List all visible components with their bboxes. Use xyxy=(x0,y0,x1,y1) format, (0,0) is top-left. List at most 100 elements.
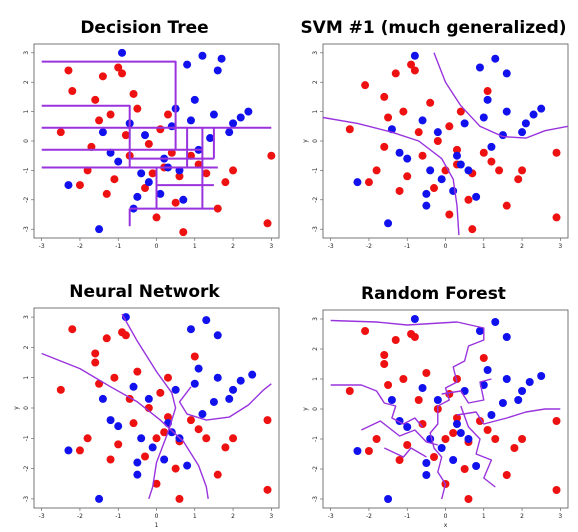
x-tick-label: 2 xyxy=(231,243,235,250)
x-tick-label: 2 xyxy=(520,513,524,520)
point-class-a xyxy=(380,360,388,368)
point-class-b xyxy=(403,155,411,163)
x-tick-label: -1 xyxy=(404,513,410,520)
point-class-b xyxy=(503,333,511,341)
point-class-a xyxy=(264,219,272,227)
point-class-b xyxy=(396,149,404,157)
point-class-a xyxy=(122,131,130,139)
point-class-b xyxy=(118,49,126,57)
point-class-b xyxy=(526,378,534,386)
point-class-a xyxy=(57,386,65,394)
point-class-a xyxy=(172,199,180,207)
point-class-a xyxy=(164,374,172,382)
point-class-a xyxy=(484,426,492,434)
point-class-a xyxy=(464,495,472,503)
x-tick-label: 3 xyxy=(269,513,273,520)
point-class-b xyxy=(183,61,191,69)
y-tick-label: -2 xyxy=(23,197,30,203)
point-class-a xyxy=(411,333,419,341)
plot-frame xyxy=(323,44,568,238)
point-class-b xyxy=(137,169,145,177)
y-tick-label: -1 xyxy=(312,436,319,442)
point-class-b xyxy=(491,318,499,326)
point-class-b xyxy=(191,380,199,388)
point-class-b xyxy=(484,96,492,104)
point-class-b xyxy=(353,447,361,455)
point-class-b xyxy=(453,420,461,428)
point-class-a xyxy=(380,93,388,101)
y-axis-label: y xyxy=(302,407,309,411)
point-class-b xyxy=(411,52,419,60)
point-class-a xyxy=(518,166,526,174)
plot-frame xyxy=(34,308,279,508)
point-class-a xyxy=(553,417,561,425)
point-class-a xyxy=(468,225,476,233)
point-class-a xyxy=(346,125,354,133)
point-class-b xyxy=(499,399,507,407)
point-class-a xyxy=(514,175,522,183)
point-class-a xyxy=(110,175,118,183)
point-class-a xyxy=(191,352,199,360)
point-class-b xyxy=(518,387,526,395)
y-tick-label: -3 xyxy=(23,496,30,502)
point-class-a xyxy=(399,375,407,383)
point-class-b xyxy=(95,225,103,233)
decision-boundary xyxy=(457,409,560,424)
point-class-b xyxy=(453,152,461,160)
point-class-a xyxy=(503,202,511,210)
point-class-a xyxy=(130,419,138,427)
point-class-a xyxy=(487,158,495,166)
point-class-a xyxy=(99,72,107,80)
point-class-b xyxy=(210,398,218,406)
point-class-b xyxy=(487,143,495,151)
point-class-b xyxy=(133,471,141,479)
point-class-a xyxy=(380,143,388,151)
point-class-a xyxy=(553,486,561,494)
decision-boundary xyxy=(384,448,426,457)
y-tick-label: 2 xyxy=(312,80,319,84)
point-class-b xyxy=(218,55,226,63)
point-class-b xyxy=(214,374,222,382)
chart-panel-neural-network: Neural Network -3 -2 -1 0 1 2 3 3 2 1 0 -1 -2 -3 1 y xyxy=(0,266,289,532)
decision-tree-plot: -3 -2 -1 0 1 2 3 3 2 1 0 -1 -2 -3 xyxy=(0,38,289,260)
point-class-a xyxy=(553,149,561,157)
point-class-b xyxy=(449,456,457,464)
decision-boundary xyxy=(42,354,209,499)
point-class-a xyxy=(361,81,369,89)
point-class-a xyxy=(107,456,115,464)
point-class-a xyxy=(91,96,99,104)
point-class-a xyxy=(449,429,457,437)
point-class-b xyxy=(64,181,72,189)
point-class-b xyxy=(434,396,442,404)
point-class-a xyxy=(445,210,453,218)
point-class-a xyxy=(156,389,164,397)
decision-boundary xyxy=(331,321,484,500)
point-class-a xyxy=(84,434,92,442)
x-tick-label: 0 xyxy=(155,513,159,520)
point-class-a xyxy=(164,111,172,119)
point-class-a xyxy=(153,213,161,221)
point-class-a xyxy=(373,166,381,174)
point-class-b xyxy=(384,495,392,503)
x-tick-label: 1 xyxy=(193,513,197,520)
point-class-a xyxy=(480,354,488,362)
x-tick-label: -1 xyxy=(115,513,121,520)
point-class-a xyxy=(133,368,141,376)
point-class-a xyxy=(172,465,180,473)
point-class-b xyxy=(537,105,545,113)
point-class-b xyxy=(202,316,210,324)
point-class-b xyxy=(476,64,484,72)
point-class-a xyxy=(518,435,526,443)
point-class-a xyxy=(264,486,272,494)
point-class-b xyxy=(422,471,430,479)
point-class-a xyxy=(373,435,381,443)
x-tick-label: 1 xyxy=(482,513,486,520)
y-tick-label: -3 xyxy=(23,226,30,232)
point-class-b xyxy=(422,202,430,210)
point-class-b xyxy=(130,383,138,391)
y-tick-label: 1 xyxy=(312,377,319,381)
point-class-b xyxy=(384,219,392,227)
y-tick-label: -2 xyxy=(312,197,319,203)
point-class-b xyxy=(419,384,427,392)
point-class-b xyxy=(503,375,511,383)
